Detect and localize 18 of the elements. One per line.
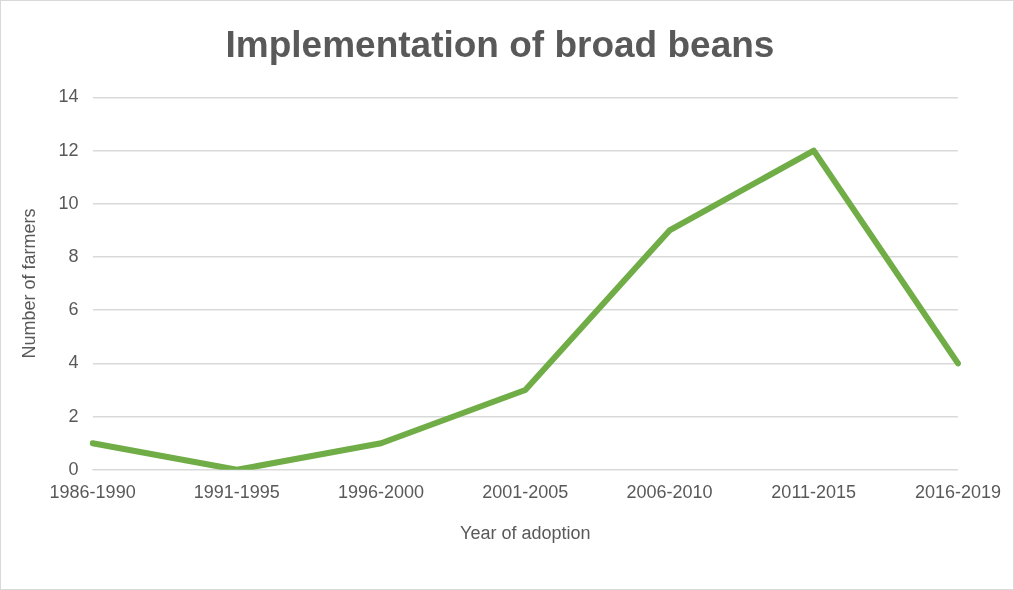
y-tick-label: 4 bbox=[68, 352, 79, 373]
y-tick-label: 10 bbox=[58, 192, 79, 213]
y-tick-label: 2 bbox=[68, 405, 79, 426]
x-tick-label: 1986-1990 bbox=[49, 481, 136, 502]
y-tick-label: 12 bbox=[58, 139, 79, 160]
x-tick-label: 2006-2010 bbox=[626, 481, 713, 502]
x-tick-label: 2011-2015 bbox=[771, 481, 857, 502]
y-tick-label: 14 bbox=[58, 86, 79, 107]
x-tick-label: 2001-2005 bbox=[482, 481, 569, 502]
x-tick-label: 1991-1995 bbox=[193, 481, 280, 502]
x-tick-label: 2016-2019 bbox=[914, 481, 1002, 502]
x-axis-title: Year of adoption bbox=[460, 523, 591, 544]
chart-title: Implementation of broad beans bbox=[225, 24, 775, 66]
x-tick-label: 1996-2000 bbox=[338, 481, 425, 502]
y-tick-label: 6 bbox=[68, 299, 79, 320]
y-axis-title: Number of farmers bbox=[18, 208, 39, 359]
y-tick-label: 8 bbox=[68, 245, 79, 266]
y-tick-label: 0 bbox=[68, 458, 79, 479]
